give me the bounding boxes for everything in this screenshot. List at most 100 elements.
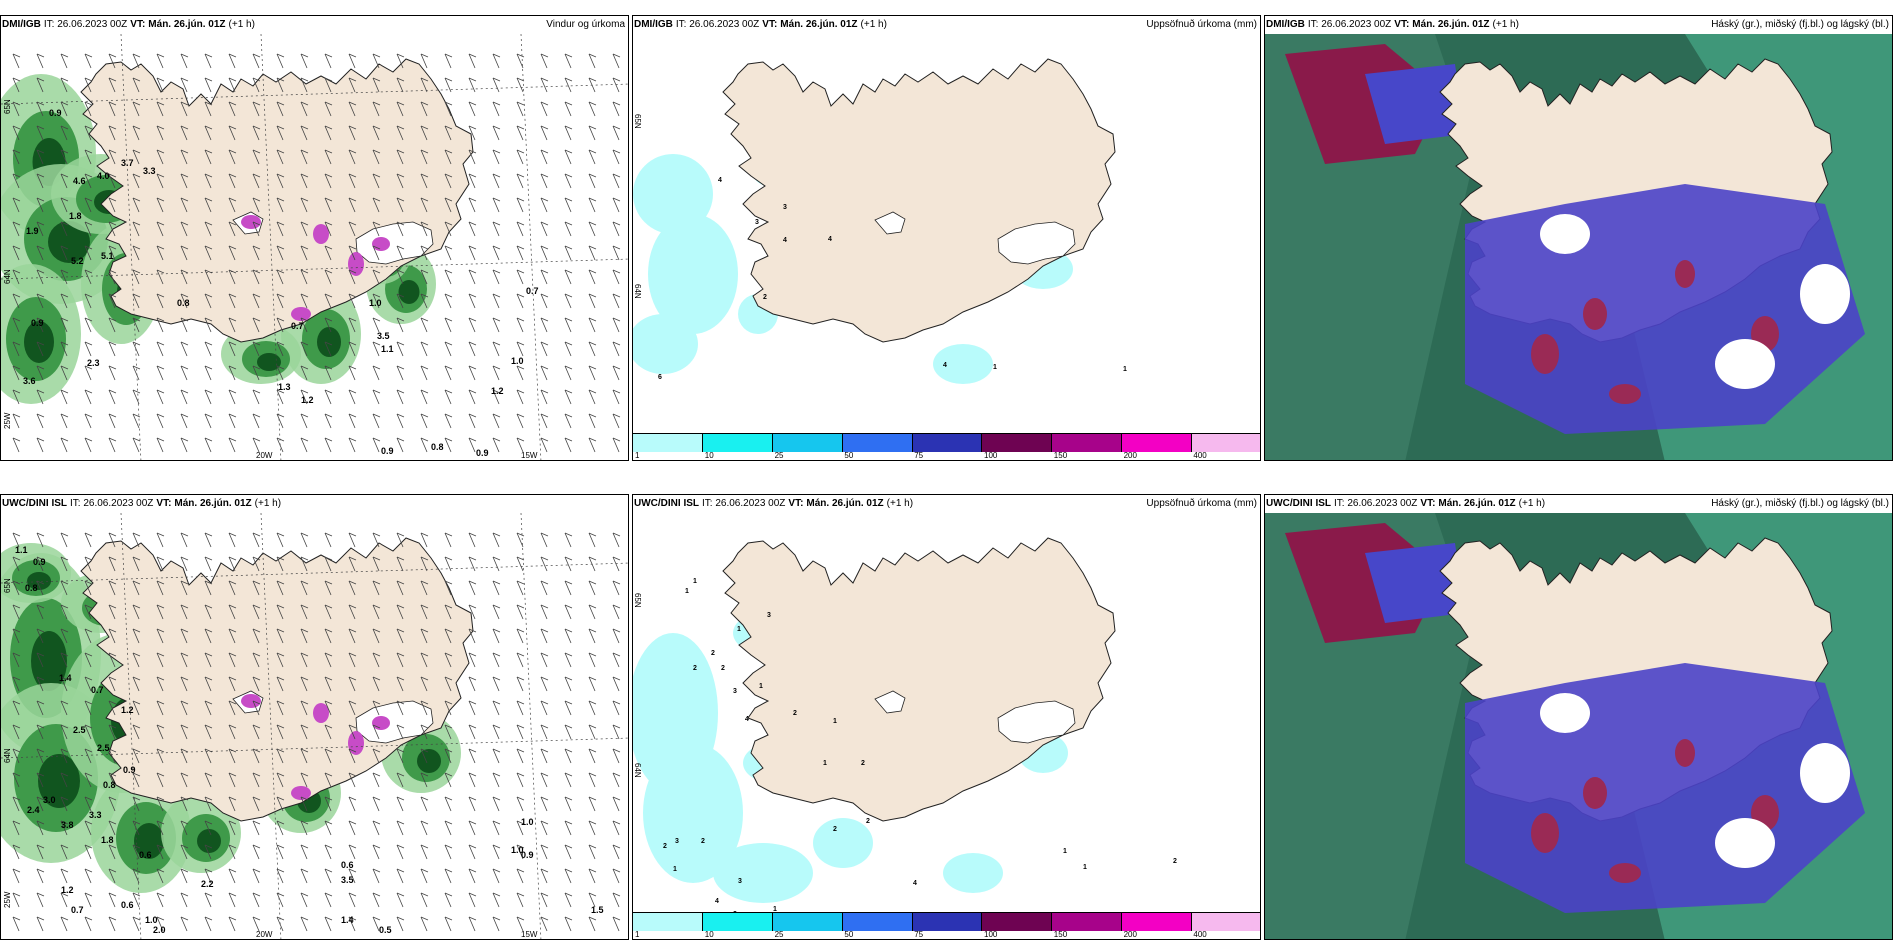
colorbar-labels: 1 10 25 50 75 100 150 200 400 <box>633 451 1260 460</box>
colorbar-segment <box>912 434 983 452</box>
precip-value-label: 3.0 <box>43 795 56 805</box>
low-cloud-area <box>1365 64 1465 144</box>
precip-value-label: 3.7 <box>121 158 134 168</box>
accum-value-label: 1 <box>833 718 837 725</box>
colorbar-label: 25 <box>774 930 784 939</box>
product-title: Háský (gr.), miðský (fj.bl.) og lágský (… <box>1711 498 1889 509</box>
precip-value-label: 3.3 <box>143 166 156 176</box>
valid-time-prefix: VT: <box>788 498 804 509</box>
accum-value-label: 1 <box>773 906 777 913</box>
colorbar-segment <box>842 434 913 452</box>
model-label: DMI/IGB <box>1266 19 1305 30</box>
colorbar-segment <box>1052 434 1123 452</box>
accum-value-label: 3 <box>738 878 742 885</box>
lead-time: (+1 h) <box>228 19 255 30</box>
valid-time-prefix: VT: <box>1394 19 1410 30</box>
clear-sky-area <box>1540 693 1590 733</box>
valid-time: Mán. 26.jún. 01Z <box>806 498 884 509</box>
precip-value-label: 1.0 <box>145 915 158 925</box>
precip-value-label: 1.8 <box>101 835 114 845</box>
accum-value-label: 1 <box>673 866 677 873</box>
axis-label: 64N <box>3 748 12 763</box>
accum-value-label: 4 <box>828 236 832 243</box>
wind-precip-map: 65N 64N 25W 20W 15W 1.1 0.9 0.8 2.5 1.4 0.7 1.2 2.5 0… <box>1 513 628 939</box>
precip-value-label: 0.7 <box>526 286 539 296</box>
precip-area <box>48 221 90 263</box>
glacier <box>874 211 906 235</box>
heavy-precip-area <box>291 307 311 321</box>
mid-cloud-area <box>1531 334 1559 374</box>
colorbar-segment <box>982 434 1053 452</box>
precip-value-label: 0.6 <box>139 850 152 860</box>
heavy-precip-area <box>241 215 261 229</box>
valid-time: Mán. 26.jún. 01Z <box>1412 19 1490 30</box>
axis-label: 64N <box>3 269 12 284</box>
accum-value-label: 4 <box>715 898 719 905</box>
glacier <box>997 221 1076 265</box>
accum-value-label: 4 <box>943 362 947 369</box>
precip-value-label: 3.3 <box>89 810 102 820</box>
precip-value-label: 0.9 <box>476 448 489 458</box>
cloud-cover-panel-uwc: UWC/DINI ISL IT: 26.06.2023 00Z VT: Mán. 26… <box>1264 494 1893 940</box>
precip-value-label: 2.5 <box>97 743 110 753</box>
colorbar-segment <box>1192 434 1260 452</box>
clear-sky-area <box>1800 264 1850 324</box>
init-time: IT: 26.06.2023 00Z <box>43 19 128 30</box>
clear-sky-area <box>1540 214 1590 254</box>
meridian <box>260 34 282 460</box>
heavy-precip-area <box>348 252 364 276</box>
panel-header: DMI/IGB IT: 26.06.2023 00Z VT: Mán. 26.jún.… <box>1266 17 1889 33</box>
accum-value-label: 3 <box>675 838 679 845</box>
axis-label: 65N <box>3 99 12 114</box>
colorbar-segment <box>1122 913 1193 931</box>
cloud-cover-map <box>1265 34 1892 460</box>
wind-precip-panel-uwc: 65N 64N 25W 20W 15W 1.1 0.9 0.8 2.5 1.4 0.7 1.2 2.5 0… <box>0 494 629 940</box>
precip-value-label: 0.8 <box>177 298 190 308</box>
axis-label: 15W <box>521 451 538 460</box>
precip-value-label: 2.0 <box>153 925 166 935</box>
colorbar-segment <box>702 913 773 931</box>
accum-precip-area <box>943 853 1003 893</box>
heavy-precip-area <box>372 237 390 251</box>
accum-value-label: 3 <box>733 688 737 695</box>
wind-barbs <box>12 532 621 932</box>
iceland-land <box>722 537 1116 822</box>
product-title: Háský (gr.), miðský (fj.bl.) og lágský (… <box>1711 19 1889 30</box>
accum-precip-map: 65N64N1131222134211222342121324112 <box>633 537 1177 918</box>
accum-precip-panel-uwc: 65N64N1131222134211222342121324112110255… <box>632 494 1261 940</box>
precip-value-label: 0.7 <box>91 685 104 695</box>
mid-cloud-area <box>1583 777 1607 809</box>
axis-label: 64N <box>633 284 642 299</box>
accum-value-label: 1 <box>1063 848 1067 855</box>
meridian <box>520 34 542 460</box>
precip-value-label: 1.2 <box>61 885 74 895</box>
axis-label: 65N <box>3 578 12 593</box>
glacier <box>355 700 434 744</box>
axis-label: 20W <box>256 451 273 460</box>
glacier <box>874 690 906 714</box>
accum-value-label: 2 <box>861 760 865 767</box>
init-time: IT: 26.06.2023 00Z <box>70 498 154 509</box>
precip-area <box>38 754 80 808</box>
colorbar-segment <box>772 434 843 452</box>
mid-cloud-area <box>1675 260 1695 288</box>
product-title: Vindur og úrkoma <box>546 19 625 30</box>
precip-value-label: 0.9 <box>33 557 46 567</box>
colorbar-label: 150 <box>1053 451 1068 460</box>
wind-precip-panel-dmi: 65N 64N 25W 20W 15W 0.9 4.6 4.0 3.7 3.3 1.8 1.9 5.2 5… <box>0 15 629 461</box>
colorbar-segment <box>912 913 983 931</box>
colorbar-segment <box>842 913 913 931</box>
meridian <box>520 513 542 939</box>
valid-time-prefix: VT: <box>762 19 778 30</box>
precip-value-label: 1.1 <box>15 545 28 555</box>
accum-value-label: 4 <box>783 237 787 244</box>
colorbar-label: 400 <box>1193 930 1207 939</box>
valid-time-prefix: VT: <box>130 19 146 30</box>
accum-value-label: 4 <box>718 177 722 184</box>
colorbar-label: 25 <box>774 451 784 460</box>
precip-value-label: 1.3 <box>278 382 291 392</box>
precip-value-label: 0.7 <box>71 905 84 915</box>
axis-label: 25W <box>3 412 12 429</box>
precip-value-label: 2.3 <box>87 358 100 368</box>
accum-value-label: 2 <box>793 710 797 717</box>
